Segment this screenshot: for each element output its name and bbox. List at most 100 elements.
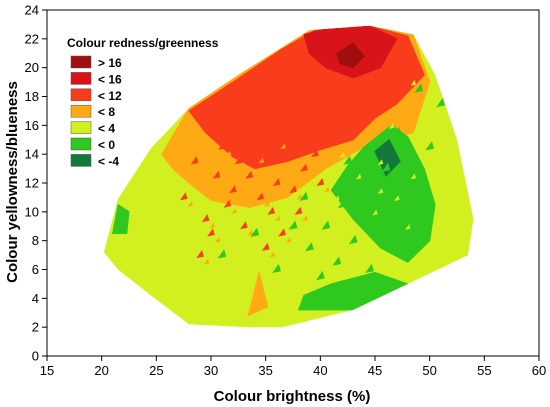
- contour-region: [247, 272, 269, 317]
- speckle-mark: [348, 234, 358, 245]
- axes: 15 20 25 30 35 40 45 50 55 6002468101214161820222…: [25, 3, 547, 379]
- speckle-mark: [246, 224, 252, 230]
- speckle-mark: [359, 177, 369, 187]
- legend-label: < 12: [98, 89, 122, 103]
- speckle-mark: [343, 155, 352, 165]
- x-tick-label: 55: [477, 363, 491, 378]
- speckle-mark: [410, 79, 416, 86]
- speckle-mark: [414, 177, 424, 187]
- contour-region: [297, 271, 410, 311]
- speckle-mark: [318, 157, 325, 164]
- speckle-mark: [258, 157, 264, 164]
- speckle-mark: [398, 198, 407, 209]
- speckle-mark: [269, 251, 275, 258]
- speckle-mark: [214, 237, 221, 243]
- speckle-mark: [285, 237, 292, 243]
- speckle-mark: [305, 242, 314, 252]
- y-tick-label: 10: [25, 204, 39, 219]
- speckle-mark: [280, 143, 286, 150]
- speckle-mark: [377, 159, 384, 165]
- speckle-mark: [229, 185, 237, 194]
- speckle-mark: [289, 185, 297, 194]
- x-tick-label: 25: [149, 363, 163, 378]
- speckle-mark: [377, 188, 384, 194]
- y-tick-label: 18: [25, 89, 39, 104]
- speckle-mark: [355, 173, 362, 180]
- legend-title: Colour redness/greenness: [67, 36, 219, 50]
- legend-label: < -4: [98, 154, 119, 168]
- y-axis-title: Colour yellowness/blueness: [4, 81, 21, 283]
- speckle-mark: [307, 172, 314, 178]
- legend-label: < 4: [98, 122, 115, 136]
- x-tick-label: 30: [204, 363, 218, 378]
- contour-region: [111, 203, 130, 234]
- x-tick-label: 60: [532, 363, 546, 378]
- legend-label: < 16: [98, 72, 122, 86]
- legend-label: < 0: [98, 138, 115, 152]
- speckle-mark: [218, 141, 226, 150]
- y-tick-label: 8: [32, 233, 39, 248]
- speckle-mark: [344, 231, 351, 238]
- speckle-mark: [231, 208, 237, 214]
- speckle-mark: [245, 170, 254, 179]
- legend-items: > 16 < 16 < 12 < 8 < 4 < 0 < -4: [70, 55, 122, 168]
- speckle-mark: [300, 163, 308, 172]
- speckle-mark: [179, 192, 188, 201]
- speckle-mark: [376, 213, 385, 223]
- x-tick-label: 50: [422, 363, 436, 378]
- speckle-mark: [267, 206, 275, 215]
- y-tick-label: 12: [25, 176, 39, 191]
- speckle-mark: [324, 186, 330, 193]
- speckle-mark: [236, 193, 243, 200]
- speckle-mark: [432, 94, 438, 101]
- speckle-mark: [225, 150, 232, 157]
- speckle-mark: [302, 215, 308, 222]
- speckle-mark: [301, 238, 307, 245]
- speckle-mark: [280, 186, 286, 193]
- y-tick-label: 24: [25, 3, 39, 18]
- speckle-mark: [316, 270, 325, 281]
- x-tick-label: 40: [313, 363, 327, 378]
- speckle-mark: [312, 267, 318, 274]
- speckle-mark: [272, 263, 281, 273]
- speckle-mark: [328, 252, 334, 259]
- speckle-mark: [316, 178, 325, 186]
- speckle-mark: [261, 242, 270, 251]
- speckle-mark: [213, 245, 220, 252]
- speckle-mark: [217, 249, 227, 259]
- speckle-mark: [203, 258, 210, 265]
- speckle-mark: [278, 228, 286, 237]
- speckle-mark: [268, 260, 274, 266]
- speckle-mark: [321, 220, 331, 230]
- legend-swatch: [70, 72, 92, 85]
- legend-swatch: [70, 88, 92, 102]
- speckle-mark: [410, 173, 416, 180]
- contour-region: [336, 42, 365, 69]
- speckle-mark: [223, 199, 232, 208]
- speckle-mark: [334, 195, 340, 201]
- speckle-mark: [212, 170, 221, 179]
- speckle-mark: [253, 179, 259, 186]
- speckle-mark: [365, 263, 374, 273]
- speckle-mark: [209, 222, 215, 229]
- speckle-mark: [361, 260, 367, 266]
- speckle-mark: [339, 152, 345, 158]
- x-tick-label: 35: [258, 363, 272, 378]
- speckle-mark: [372, 209, 378, 216]
- y-tick-label: 22: [25, 31, 39, 46]
- speckle-mark: [421, 137, 427, 144]
- speckle-mark: [264, 201, 270, 207]
- y-tick-label: 2: [32, 320, 39, 335]
- y-tick-label: 0: [32, 349, 39, 364]
- speckle-mark: [234, 156, 243, 165]
- speckle-mark: [299, 191, 309, 201]
- speckle-mark: [207, 228, 215, 237]
- speckle-mark: [381, 162, 391, 172]
- legend-swatch: [70, 55, 92, 69]
- legend-label: < 8: [98, 105, 115, 119]
- legend-label: > 16: [98, 56, 122, 70]
- speckle-mark: [408, 227, 418, 237]
- speckle-mark: [405, 224, 411, 230]
- y-tick-label: 16: [25, 118, 39, 133]
- speckle-mark: [296, 193, 303, 200]
